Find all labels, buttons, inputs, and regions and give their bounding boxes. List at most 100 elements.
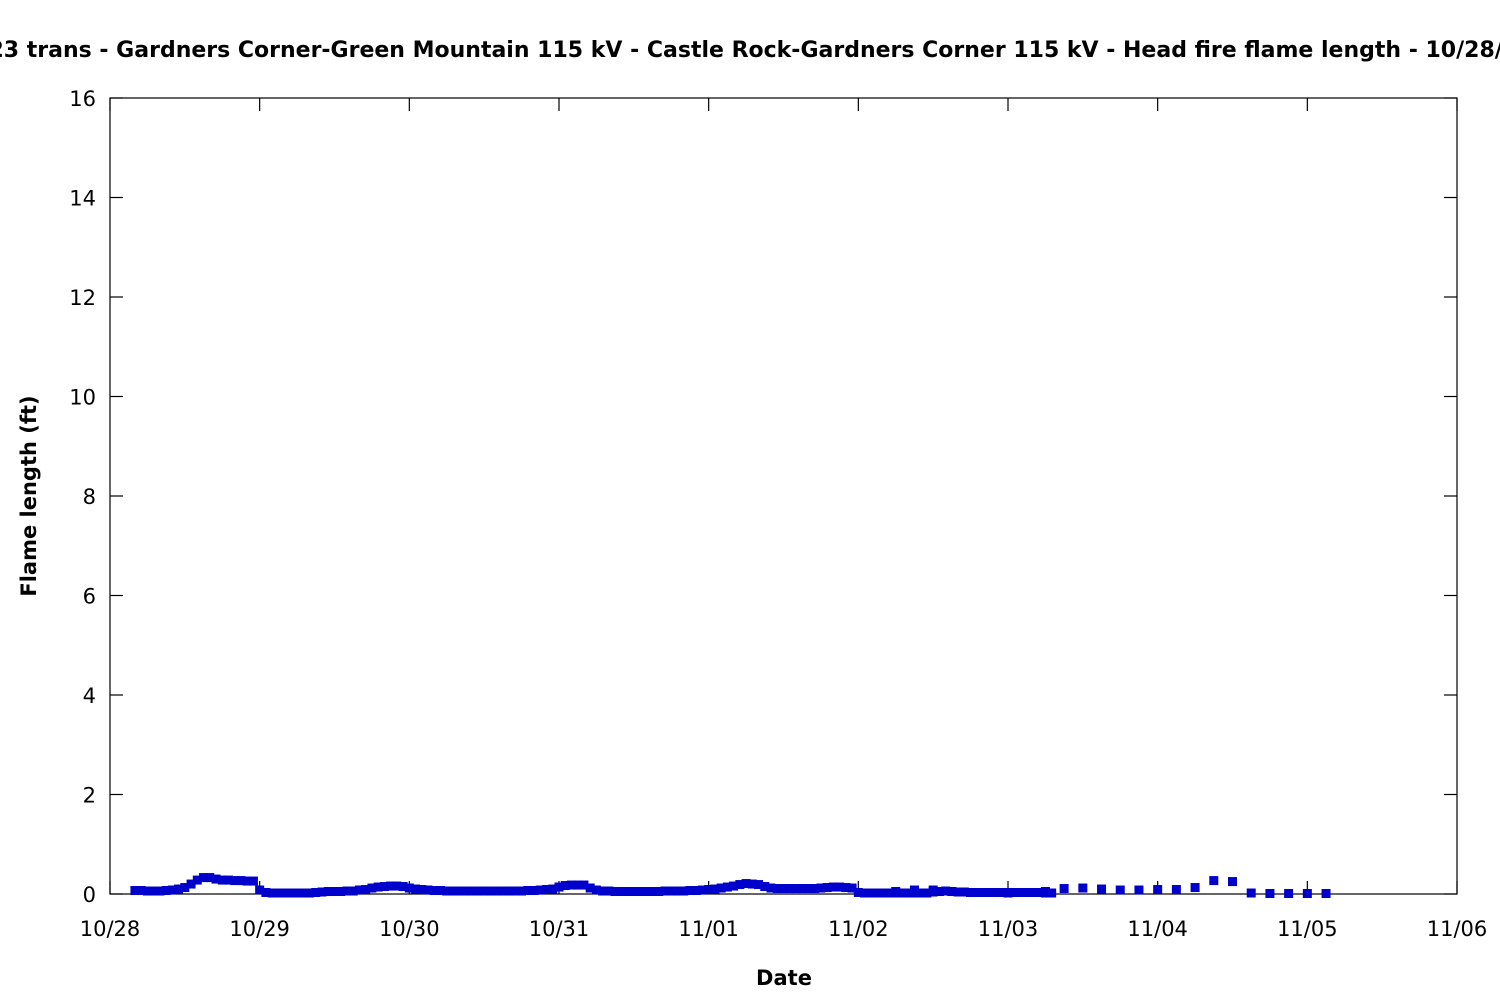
- y-tick-label: 0: [83, 883, 96, 907]
- data-point: [361, 885, 371, 895]
- data-point: [598, 886, 608, 896]
- data-point: [672, 886, 682, 896]
- data-point: [323, 887, 333, 897]
- data-point: [1078, 883, 1088, 893]
- data-point: [330, 887, 339, 897]
- data-point: [841, 883, 851, 893]
- data-point: [760, 882, 770, 892]
- data-point: [336, 887, 346, 897]
- data-point: [772, 884, 782, 894]
- data-point: [803, 884, 813, 894]
- data-point: [959, 887, 969, 897]
- data-point: [473, 886, 483, 896]
- data-point: [392, 881, 402, 891]
- data-point: [230, 876, 240, 886]
- data-point: [797, 884, 807, 894]
- data-point: [504, 886, 514, 896]
- data-point: [860, 888, 870, 898]
- data-point: [342, 886, 352, 896]
- data-point: [498, 886, 508, 896]
- data-point: [529, 886, 539, 896]
- data-point: [417, 885, 427, 895]
- data-point: [1171, 885, 1181, 895]
- data-point: [1047, 888, 1057, 898]
- data-point: [398, 882, 408, 892]
- data-point: [560, 881, 570, 891]
- data-point: [610, 887, 620, 897]
- data-point: [1228, 877, 1237, 887]
- y-tick-label: 2: [83, 784, 96, 808]
- data-point: [735, 880, 745, 890]
- data-point: [984, 888, 994, 898]
- data-point: [485, 886, 495, 896]
- data-point: [679, 886, 689, 896]
- data-point: [947, 887, 957, 897]
- data-point: [853, 888, 863, 898]
- data-point: [305, 888, 315, 898]
- data-point: [972, 888, 982, 898]
- data-point: [1209, 876, 1219, 886]
- data-point: [298, 888, 308, 898]
- data-point: [448, 886, 458, 896]
- data-point: [997, 888, 1007, 898]
- data-point: [211, 874, 221, 884]
- data-point: [573, 880, 583, 890]
- data-point: [1022, 888, 1032, 898]
- data-point: [1153, 885, 1163, 895]
- data-point: [847, 883, 857, 893]
- data-point: [878, 888, 888, 898]
- data-point: [566, 880, 576, 890]
- data-point: [442, 886, 452, 896]
- data-point: [716, 883, 726, 893]
- data-point: [1115, 885, 1125, 895]
- data-point: [779, 884, 788, 894]
- data-point: [766, 883, 776, 893]
- data-point: [635, 887, 645, 897]
- data-point: [816, 883, 826, 893]
- data-point: [411, 884, 421, 894]
- data-point: [348, 886, 358, 896]
- data-point: [754, 880, 764, 890]
- data-point: [554, 882, 564, 892]
- data-point: [1284, 889, 1294, 899]
- x-axis: 10/28 10/29 10/30 10/31 11/01 11/02 11/03 11/04…: [80, 98, 1487, 941]
- data-point: [941, 886, 951, 896]
- data-point: [654, 887, 664, 897]
- data-point: [1190, 883, 1200, 893]
- y-axis-title: Flame length (ft): [17, 395, 41, 596]
- data-point: [423, 885, 433, 895]
- y-tick-label: 8: [83, 485, 96, 509]
- data-point: [1321, 889, 1331, 899]
- data-point: [1003, 888, 1013, 898]
- data-point: [1134, 885, 1144, 895]
- data-point: [629, 887, 639, 897]
- y-tick-label: 12: [69, 286, 96, 310]
- data-point: [192, 875, 202, 885]
- data-point: [242, 876, 252, 886]
- data-point: [1246, 888, 1256, 898]
- data-point: [180, 883, 190, 893]
- data-point: [367, 883, 377, 893]
- data-point: [535, 885, 545, 895]
- data-point: [273, 888, 283, 898]
- x-tick-label: 11/04: [1127, 917, 1188, 941]
- data-point: [130, 886, 140, 896]
- data-point: [149, 886, 159, 896]
- data-point: [909, 885, 919, 895]
- x-tick-label: 11/01: [678, 917, 739, 941]
- data-point: [872, 888, 882, 898]
- data-point: [379, 882, 389, 892]
- plot-frame: [109, 97, 1458, 895]
- data-point: [517, 886, 527, 896]
- data-point: [623, 887, 633, 897]
- data-point: [205, 873, 215, 883]
- data-point: [354, 885, 364, 895]
- data-point: [641, 887, 651, 897]
- data-point: [891, 887, 901, 897]
- data-point: [616, 887, 626, 897]
- data-point: [666, 886, 676, 896]
- data-point: [791, 884, 801, 894]
- data-point: [1059, 884, 1069, 894]
- data-point: [579, 880, 589, 890]
